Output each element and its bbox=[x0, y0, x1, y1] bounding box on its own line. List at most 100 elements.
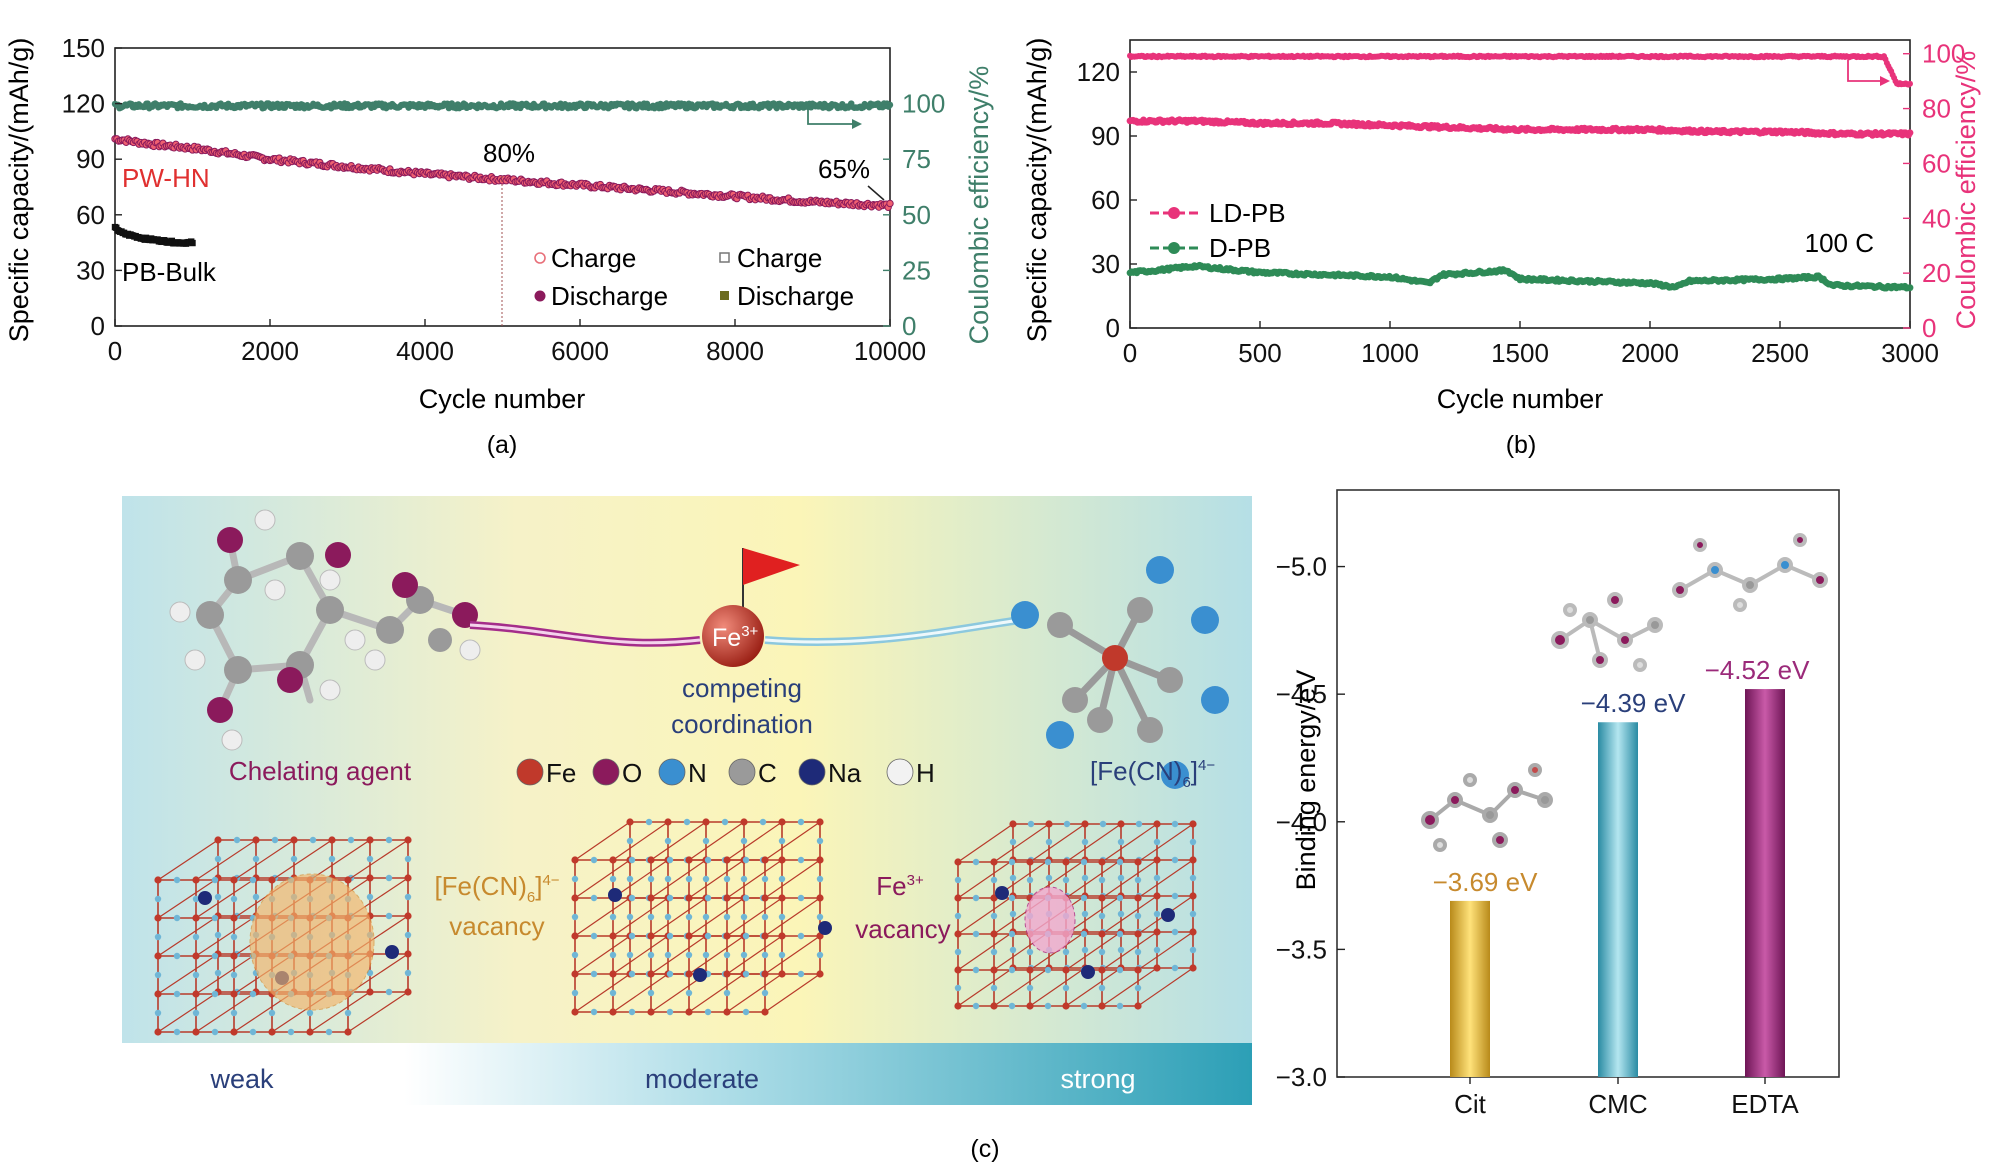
panel-b-x-axis-label: Cycle number bbox=[1437, 384, 1604, 414]
cit-molecule-icon bbox=[1421, 763, 1553, 852]
data-point-pb-bulk bbox=[189, 239, 196, 247]
y-tick-label: −3.0 bbox=[1276, 1062, 1327, 1092]
x-tick-label: 6000 bbox=[551, 336, 609, 366]
fe-ion-label: Fe3+ bbox=[712, 623, 759, 652]
y-tick-label: −3.5 bbox=[1276, 934, 1327, 964]
band-label-moderate: moderate bbox=[645, 1064, 759, 1094]
fe-vacancy-label: Fe3+ bbox=[876, 871, 924, 901]
panel-b: 0 500 1000 1500 2000 2500 30000306090120020406… bbox=[1022, 38, 1981, 459]
x-tick-label: 1000 bbox=[1361, 338, 1419, 368]
x-tick-label: 2000 bbox=[241, 336, 299, 366]
edta-molecule-icon bbox=[1672, 533, 1828, 612]
panel-a: 0 2000 4000 6000 8000 10000030609012015002550… bbox=[4, 33, 994, 459]
panel-b-ticks: 0 500 1000 1500 2000 2500 30000306090120020406… bbox=[1077, 39, 1966, 368]
element-label-h: H bbox=[916, 758, 935, 788]
panel-a-caption: (a) bbox=[487, 431, 518, 459]
y2-tick-label: 25 bbox=[902, 255, 931, 285]
legend-ldpb: LD-PB bbox=[1209, 198, 1286, 228]
panel-b-caption: (b) bbox=[1506, 431, 1537, 459]
bar-value-label: −4.52 eV bbox=[1705, 655, 1810, 685]
panel-a-y2-axis-label: Coulombic efficiency/% bbox=[964, 66, 994, 345]
y2-tick-label: 50 bbox=[902, 200, 931, 230]
x-tick-label: EDTA bbox=[1731, 1089, 1799, 1119]
y2-tick-label: 80 bbox=[1922, 94, 1951, 124]
x-tick-label: 1500 bbox=[1491, 338, 1549, 368]
panel-b-rate-label: 100 C bbox=[1805, 228, 1874, 258]
band-label-strong: strong bbox=[1060, 1064, 1135, 1094]
legend-pwhn-discharge: Discharge bbox=[551, 281, 668, 311]
y2-tick-label: 0 bbox=[902, 311, 916, 341]
panel-b-y2-axis-label: Coulombic efficiency/% bbox=[1951, 51, 1981, 330]
element-label-fe: Fe bbox=[546, 758, 576, 788]
panel-b-y-axis-label: Specific capacity/(mAh/g) bbox=[1022, 38, 1052, 343]
y2-tick-label: 40 bbox=[1922, 203, 1951, 233]
y-tick-label: 0 bbox=[91, 311, 105, 341]
ferrocyanide-label: [Fe(CN)6]4− bbox=[1090, 756, 1215, 791]
cmc-molecule-icon bbox=[1551, 592, 1663, 672]
y-tick-label: 150 bbox=[62, 33, 105, 63]
element-label-na: Na bbox=[828, 758, 862, 788]
element-swatch-c bbox=[728, 758, 756, 786]
legend-marker-bulk-discharge bbox=[720, 291, 729, 300]
element-swatch-fe bbox=[516, 758, 544, 786]
chelating-agent-label: Chelating agent bbox=[229, 756, 412, 786]
fe-vacancy-highlight bbox=[1024, 886, 1076, 954]
data-point-coulombic-efficiency bbox=[1907, 80, 1913, 87]
chelator-fe-bond-highlight bbox=[469, 623, 701, 645]
element-swatch-na bbox=[798, 758, 826, 786]
bar-chart-frame bbox=[1336, 489, 1840, 1078]
legend-dpb: D-PB bbox=[1209, 233, 1271, 263]
y2-tick-label: 100 bbox=[1922, 39, 1965, 69]
legend-marker-ldpb bbox=[1168, 207, 1180, 219]
fe-vacancy-label-2: vacancy bbox=[855, 914, 950, 944]
panel-b-right-axis-arrow bbox=[1847, 60, 1880, 82]
panel-b-data-layer bbox=[1126, 52, 1914, 292]
y2-tick-label: 75 bbox=[902, 144, 931, 174]
fe-ion-sphere bbox=[702, 605, 764, 667]
legend-marker-pwhn-charge bbox=[534, 252, 546, 264]
ferrocyanide-fe-bond-highlight bbox=[764, 618, 1021, 644]
x-tick-label: 500 bbox=[1238, 338, 1281, 368]
panel-c-caption: (c) bbox=[970, 1135, 999, 1163]
element-swatch-h bbox=[886, 758, 914, 786]
x-tick-label: 3000 bbox=[1881, 338, 1939, 368]
ferrocyanide-molecule bbox=[1011, 556, 1229, 789]
x-tick-label: Cit bbox=[1454, 1089, 1487, 1119]
panel-c-schematic: weak moderate strong bbox=[122, 496, 1252, 1163]
data-point-d-pb bbox=[1906, 284, 1914, 292]
lattice-ideal bbox=[571, 818, 832, 1016]
y-tick-label: 120 bbox=[1077, 57, 1120, 87]
panel-a-65pct-arrow bbox=[867, 185, 885, 201]
x-tick-label: CMC bbox=[1588, 1089, 1647, 1119]
data-point-pw-hn bbox=[886, 199, 894, 208]
coordination-label: coordination bbox=[671, 709, 813, 739]
panel-a-right-axis-arrow bbox=[807, 108, 852, 125]
bar-chart-data-layer: −5.0 −4.5 −4.0 −3.5 −3.0 Cit −3.69 eV CMC −4.39 … bbox=[1276, 552, 1810, 1119]
panel-c-bar-chart: −5.0 −4.5 −4.0 −3.5 −3.0 Cit −3.69 eV CMC −4.39 … bbox=[1276, 489, 1840, 1119]
ferrocyanide-vacancy-label: [Fe(CN)6]4− bbox=[434, 871, 559, 906]
ferrocyanide-vacancy-label-2: vacancy bbox=[449, 911, 544, 941]
element-swatch-o bbox=[592, 758, 620, 786]
panel-b-plot-frame bbox=[1129, 39, 1911, 329]
y-tick-label: 30 bbox=[76, 255, 105, 285]
x-tick-label: 0 bbox=[108, 336, 122, 366]
bar-cit bbox=[1450, 900, 1490, 1077]
band-label-weak: weak bbox=[209, 1064, 274, 1094]
y-tick-label: −4.0 bbox=[1276, 807, 1327, 837]
legend-bulk-discharge: Discharge bbox=[737, 281, 854, 311]
panel-a-ticks: 0 2000 4000 6000 8000 10000030609012015002550… bbox=[62, 33, 946, 366]
y2-tick-label: 60 bbox=[1922, 148, 1951, 178]
legend-marker-bulk-charge bbox=[719, 252, 730, 263]
y2-tick-label: 0 bbox=[1922, 313, 1936, 343]
strength-gradient-band bbox=[122, 1043, 1252, 1105]
ferrocyanide-vacancy-highlight bbox=[249, 873, 375, 1011]
y2-tick-label: 100 bbox=[902, 89, 945, 119]
y-tick-label: 0 bbox=[1106, 313, 1120, 343]
competing-label: competing bbox=[682, 673, 802, 703]
y2-tick-label: 20 bbox=[1922, 258, 1951, 288]
element-legend: Fe O N C Na H bbox=[516, 758, 935, 788]
y-tick-label: 90 bbox=[76, 144, 105, 174]
series-label-pwhn: PW-HN bbox=[122, 163, 210, 193]
panel-a-80pct-label: 80% bbox=[483, 138, 535, 168]
panel-a-x-axis-label: Cycle number bbox=[419, 384, 586, 414]
